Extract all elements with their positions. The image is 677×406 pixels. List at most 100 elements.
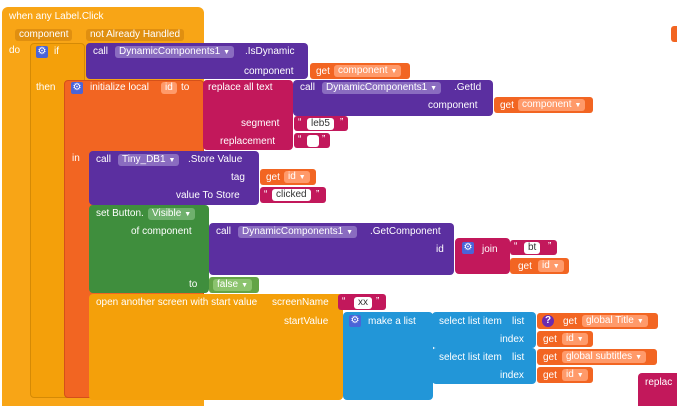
replace-all-text-block[interactable] xyxy=(203,80,293,150)
get-id-dropdown-index-1[interactable]: id ▼ xyxy=(562,333,588,345)
join-mutator-gear-icon[interactable]: ⚙ xyxy=(462,242,474,254)
help-icon[interactable]: ? xyxy=(542,315,554,327)
quote-close: ” xyxy=(548,241,552,252)
stray-orange-block-fragment[interactable] xyxy=(671,26,677,42)
get-id-dropdown-index-2[interactable]: id ▼ xyxy=(562,369,588,381)
quote-open: “ xyxy=(264,189,268,200)
get-component-id-label: id xyxy=(436,244,444,255)
get-id-dropdown-join[interactable]: id ▼ xyxy=(538,260,564,272)
chevron-down-icon: ▼ xyxy=(574,102,582,109)
index-label-1: index xyxy=(500,334,524,345)
chevron-down-icon: ▼ xyxy=(346,229,354,236)
quote-open: “ xyxy=(342,296,346,307)
get-label: get xyxy=(543,334,557,345)
open-screen-label: open another screen with start value xyxy=(96,297,258,308)
do-label: do xyxy=(9,45,21,56)
join-label: join xyxy=(482,244,498,255)
chevron-down-icon: ▼ xyxy=(298,174,306,181)
get-global-title-dropdown[interactable]: global Title ▼ xyxy=(582,315,648,327)
chevron-down-icon: ▼ xyxy=(576,372,584,379)
index-label-2: index xyxy=(500,370,524,381)
quote-close: ” xyxy=(322,134,326,145)
join-bt-text-field[interactable]: bt xyxy=(524,242,541,254)
replacement-text-field[interactable] xyxy=(307,135,319,147)
select-list-item-block-1[interactable] xyxy=(432,312,536,348)
stray-replace-label: replac xyxy=(645,377,673,388)
get-label: get xyxy=(543,370,557,381)
set-button-label: set Button. xyxy=(96,208,144,219)
is-dynamic-method: .IsDynamic xyxy=(245,46,295,57)
global-title-value: global Title xyxy=(586,315,634,326)
event-title: when any Label.Click xyxy=(9,11,104,22)
start-value-label: startValue xyxy=(284,316,329,327)
quote-open: “ xyxy=(298,134,302,145)
get-label: get xyxy=(518,261,532,272)
get-id-value: id xyxy=(288,171,296,182)
get-label: get xyxy=(266,172,280,183)
get-component-dropdown-2[interactable]: component ▼ xyxy=(518,99,586,111)
is-dynamic-component-label: component xyxy=(244,66,294,77)
segment-label: segment xyxy=(241,118,280,129)
tinydb-call-label: call xyxy=(96,154,112,165)
value-to-store-text-field[interactable]: clicked xyxy=(272,189,311,201)
then-label: then xyxy=(36,82,56,93)
stray-replace-block[interactable] xyxy=(638,373,677,406)
chevron-down-icon: ▼ xyxy=(390,68,398,75)
chevron-down-icon: ▼ xyxy=(184,211,192,218)
get-id-selector-text: DynamicComponents1 xyxy=(326,82,428,93)
get-component-method: .GetComponent xyxy=(370,226,441,237)
event-param-not-handled[interactable]: not Already Handled xyxy=(86,29,185,41)
select-list-item-block-2[interactable] xyxy=(432,348,536,384)
property-dropdown[interactable]: Visible ▼ xyxy=(148,208,196,220)
if-mutator-gear-icon[interactable]: ⚙ xyxy=(36,46,48,58)
is-dynamic-component-dropdown[interactable]: DynamicComponents1 ▼ xyxy=(115,46,235,58)
get-global-subtitles-dropdown[interactable]: global subtitles ▼ xyxy=(562,351,647,363)
of-component-label: of component xyxy=(131,226,192,237)
open-screen-block[interactable] xyxy=(89,294,343,400)
chevron-down-icon: ▼ xyxy=(552,263,560,270)
in-label: in xyxy=(72,153,80,164)
replace-all-text-label: replace all text xyxy=(208,82,273,93)
false-dropdown[interactable]: false ▼ xyxy=(213,279,253,291)
get-id-component-label: component xyxy=(428,100,478,111)
list-label-2: list xyxy=(512,352,525,363)
quote-close: ” xyxy=(340,117,344,128)
get-label: get xyxy=(563,316,577,327)
chevron-down-icon: ▼ xyxy=(576,336,584,343)
get-id-value: id xyxy=(566,333,574,344)
screen-name-label: screenName xyxy=(272,297,329,308)
quote-open: “ xyxy=(298,117,302,128)
get-id-value: id xyxy=(542,260,550,271)
tinydb-component-dropdown[interactable]: Tiny_DB1 ▼ xyxy=(118,154,180,166)
get-label: get xyxy=(316,66,330,77)
get-component-selector-text: DynamicComponents1 xyxy=(242,226,344,237)
segment-text-field[interactable]: leb5 xyxy=(307,118,334,130)
init-local-label: initialize local xyxy=(90,82,149,93)
local-var-name-field[interactable]: id xyxy=(161,82,177,94)
make-list-mutator-gear-icon[interactable]: ⚙ xyxy=(349,315,361,327)
get-id-dropdown-tag[interactable]: id ▼ xyxy=(284,171,310,183)
screen-name-text-field[interactable]: xx xyxy=(354,297,372,309)
value-to-store-label: value To Store xyxy=(176,190,240,201)
quote-close: ” xyxy=(376,296,380,307)
get-id-method: .GetId xyxy=(454,82,482,93)
event-param-component[interactable]: component xyxy=(15,29,73,41)
get-label: get xyxy=(500,100,514,111)
get-label: get xyxy=(543,352,557,363)
get-component-dropdown-1[interactable]: component ▼ xyxy=(334,65,402,77)
init-local-mutator-gear-icon[interactable]: ⚙ xyxy=(71,82,83,94)
quote-close: ” xyxy=(316,189,320,200)
get-id-component-dropdown[interactable]: DynamicComponents1 ▼ xyxy=(322,82,442,94)
get-id-call-label: call xyxy=(300,82,316,93)
select-list-item-label-1: select list item xyxy=(439,316,502,327)
list-label-1: list xyxy=(512,316,525,327)
init-local-to-label: to xyxy=(181,82,190,93)
is-dynamic-call-label: call xyxy=(93,46,109,57)
quote-open: “ xyxy=(514,241,518,252)
set-to-label: to xyxy=(189,279,198,290)
false-value: false xyxy=(217,279,239,290)
tag-label: tag xyxy=(231,172,245,183)
get-component-dyn-dropdown[interactable]: DynamicComponents1 ▼ xyxy=(238,226,358,238)
property-value: Visible xyxy=(152,208,182,219)
get-component-call-label: call xyxy=(216,226,232,237)
